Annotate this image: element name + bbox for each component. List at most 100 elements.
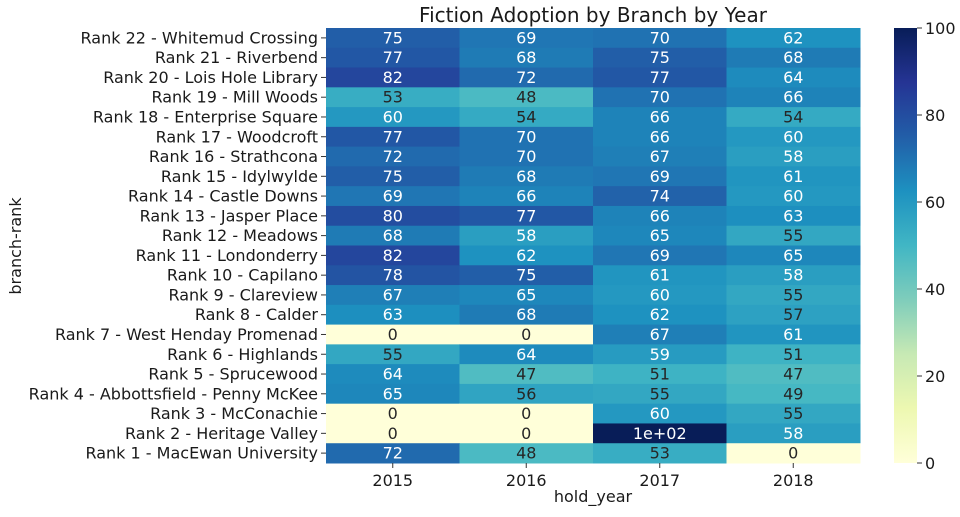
heatmap-cell <box>593 166 727 187</box>
cell-value-label: 68 <box>783 48 803 67</box>
heatmap-cell <box>459 403 594 424</box>
cell-value-label: 61 <box>650 266 670 285</box>
cell-value-label: 0 <box>388 404 398 423</box>
cell-value-label: 61 <box>783 167 803 186</box>
cell-value-label: 69 <box>650 246 670 265</box>
cell-value-label: 69 <box>650 167 670 186</box>
cell-value-label: 66 <box>650 127 670 146</box>
cell-value-label: 68 <box>516 305 536 324</box>
colorbar-tick-label: 100 <box>925 19 956 38</box>
heatmap-cell <box>326 304 460 326</box>
heatmap-cell <box>459 107 594 128</box>
heatmap-cell <box>326 324 460 345</box>
x-axis-label: hold_year <box>554 487 633 507</box>
y-tick-label: Rank 12 - Meadows <box>162 226 318 245</box>
heatmap-cell <box>726 205 861 227</box>
cell-value-label: 70 <box>516 147 536 166</box>
cell-value-label: 82 <box>383 68 403 87</box>
x-tick-label: 2018 <box>773 471 814 490</box>
heatmap-cell <box>726 443 861 464</box>
y-tick-label: Rank 19 - Mill Woods <box>151 88 318 107</box>
cell-value-label: 74 <box>650 187 670 206</box>
cell-value-label: 0 <box>521 404 531 423</box>
heatmap-cell <box>326 146 460 167</box>
heatmap-cell <box>326 186 460 207</box>
x-tick-labels: 2015 2016 2017 2018 <box>372 463 814 490</box>
cell-value-label: 62 <box>516 246 536 265</box>
cell-value-label: 70 <box>650 88 670 107</box>
heatmap-cell <box>459 324 594 345</box>
cell-value-label: 57 <box>783 305 803 324</box>
cell-value-label: 65 <box>516 285 536 304</box>
cell-value-label: 55 <box>783 226 803 245</box>
cell-value-label: 72 <box>516 68 536 87</box>
heatmap-cell <box>593 443 727 464</box>
heatmap-cell <box>593 245 727 266</box>
heatmap-cell <box>326 28 460 49</box>
cell-value-label: 66 <box>783 88 803 107</box>
heatmap-cell <box>459 265 594 286</box>
heatmap-cell <box>726 186 861 207</box>
heatmap-cell <box>593 47 727 69</box>
cell-value-label: 0 <box>388 424 398 443</box>
heatmap-cell <box>459 364 594 385</box>
heatmap-cell <box>726 364 861 385</box>
heatmap-cell <box>459 383 594 405</box>
cell-value-label: 55 <box>383 345 403 364</box>
heatmap-cell <box>593 423 727 444</box>
x-tick-label: 2016 <box>506 471 547 490</box>
heatmap-cell <box>459 225 594 246</box>
heatmap-cell <box>593 126 727 148</box>
cell-value-label: 51 <box>783 345 803 364</box>
heatmap-cell <box>459 166 594 187</box>
cell-value-label: 60 <box>650 404 670 423</box>
cell-value-label: 60 <box>783 187 803 206</box>
heatmap-cell <box>726 265 861 286</box>
heatmap-cell <box>593 403 727 424</box>
heatmap-cell <box>459 28 594 49</box>
colorbar-tick-label: 20 <box>925 367 945 386</box>
y-tick-label: Rank 1 - MacEwan University <box>85 444 318 463</box>
cell-value-label: 47 <box>516 365 536 384</box>
heatmap-cell <box>593 67 727 88</box>
heatmap-cell <box>326 126 460 148</box>
heatmap-cell <box>726 107 861 128</box>
heatmap-cell <box>726 423 861 444</box>
heatmap-cell <box>726 87 861 108</box>
cell-value-label: 75 <box>383 167 403 186</box>
cell-value-label: 77 <box>383 127 403 146</box>
cell-value-label: 65 <box>383 384 403 403</box>
cell-value-label: 53 <box>383 88 403 107</box>
cell-value-label: 59 <box>650 345 670 364</box>
heatmap-cell <box>726 324 861 345</box>
heatmap-cell <box>593 344 727 365</box>
heatmap-cell <box>459 423 594 444</box>
cell-value-label: 60 <box>650 285 670 304</box>
y-tick-label: Rank 10 - Capilano <box>167 266 318 285</box>
heatmap-cell <box>326 87 460 108</box>
heatmap-cell <box>326 107 460 128</box>
colorbar-tick-label: 60 <box>925 193 945 212</box>
cell-value-label: 68 <box>383 226 403 245</box>
cell-value-label: 77 <box>650 68 670 87</box>
cell-value-label: 65 <box>783 246 803 265</box>
cell-value-label: 69 <box>383 187 403 206</box>
heatmap-cell <box>459 47 594 69</box>
cell-value-label: 58 <box>783 424 803 443</box>
heatmap-cell <box>593 107 727 128</box>
colorbar-tick-label: 40 <box>925 280 945 299</box>
cell-value-label: 66 <box>516 187 536 206</box>
cell-value-label: 48 <box>516 444 536 463</box>
cell-value-label: 75 <box>383 28 403 47</box>
cell-value-label: 0 <box>521 424 531 443</box>
y-tick-label: Rank 3 - McConachie <box>150 404 318 423</box>
heatmap-cell <box>326 47 460 69</box>
y-tick-label: Rank 15 - Idylwylde <box>161 167 318 186</box>
y-tick-label: Rank 21 - Riverbend <box>155 48 318 67</box>
heatmap-cell <box>726 146 861 167</box>
heatmap-cell <box>326 364 460 385</box>
x-tick-label: 2015 <box>372 471 413 490</box>
colorbar <box>894 28 917 463</box>
